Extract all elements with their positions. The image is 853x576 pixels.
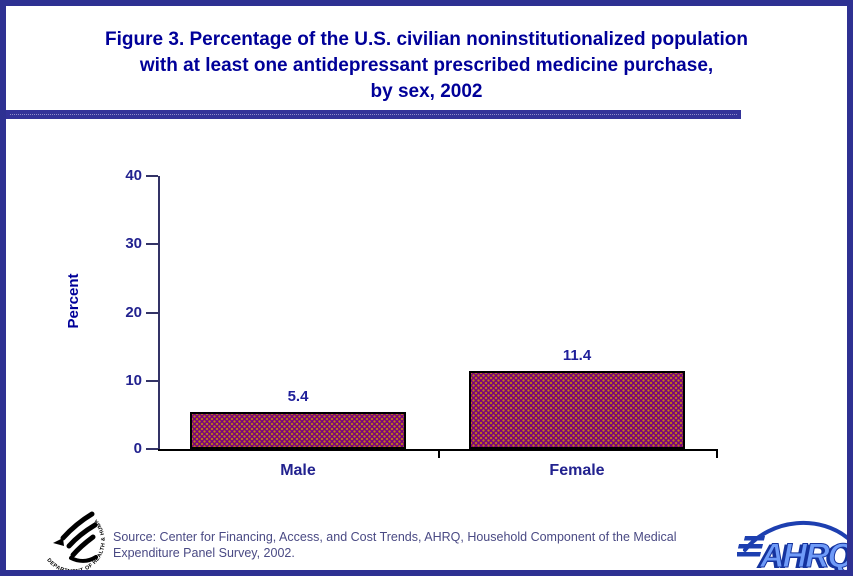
y-tick-mark (146, 175, 158, 177)
bar-female (469, 371, 685, 449)
ahrq-wordmark-shadow: AHRQ (756, 538, 851, 576)
y-axis-line (158, 176, 160, 449)
hhs-department-seal-logo: DEPARTMENT OF HEALTH & HUMAN SERVICES·US… (26, 498, 106, 570)
figure-title-line-3: by sex, 2002 (370, 81, 483, 102)
title-divider-bar (6, 110, 741, 119)
y-axis-title: Percent (65, 273, 82, 329)
y-tick-mark (146, 448, 158, 450)
y-tick-label: 0 (133, 440, 142, 457)
figure-title-line-2: with at least one antidepressant prescri… (139, 55, 714, 76)
y-tick-label: 30 (125, 235, 142, 253)
figure-title: Figure 3. Percentage of the U.S. civilia… (16, 27, 837, 105)
bar-male (190, 412, 406, 449)
x-tick-mark (438, 451, 440, 458)
category-label-male: Male (280, 462, 316, 479)
ahrq-agency-logo: AHRQ AHRQ (737, 520, 853, 576)
source-citation-line-1: Source: Center for Financing, Access, an… (113, 530, 677, 544)
source-citation-line-2: Expenditure Panel Survey, 2002. (113, 546, 295, 560)
figure-title-line-1: Figure 3. Percentage of the U.S. civilia… (105, 29, 748, 50)
ahrq-swoosh-arc-icon (743, 520, 847, 552)
hhs-eagle-icon (53, 511, 98, 563)
bar-value-label: 11.4 (562, 347, 592, 364)
x-axis-line (158, 449, 718, 451)
y-tick-label: 40 (125, 167, 142, 184)
bar-value-label: 5.4 (287, 388, 309, 405)
x-tick-mark (716, 451, 718, 458)
y-tick-label: 20 (125, 303, 142, 321)
y-tick-mark (146, 379, 158, 382)
category-label-female: Female (549, 462, 605, 479)
y-tick-mark (146, 243, 158, 246)
y-tick-label: 10 (125, 371, 142, 389)
ahrq-speed-lines-icon (737, 536, 766, 557)
source-citation: Source: Center for Financing, Access, an… (113, 529, 733, 561)
y-tick-mark (146, 311, 158, 314)
ahrq-wordmark: AHRQ (759, 537, 853, 575)
